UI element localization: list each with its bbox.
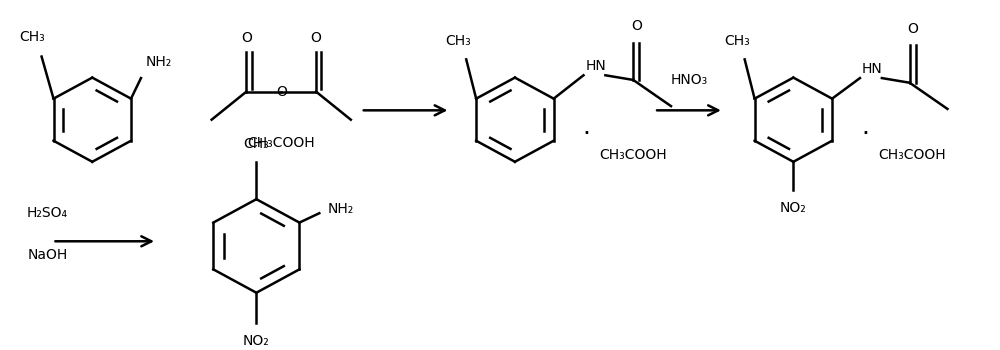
Text: NaOH: NaOH [27, 248, 68, 262]
Text: CH₃COOH: CH₃COOH [599, 148, 667, 162]
Text: NH₂: NH₂ [327, 203, 354, 217]
Text: CH₃: CH₃ [445, 34, 471, 48]
Text: H₂SO₄: H₂SO₄ [27, 206, 68, 220]
Text: CH₃COOH: CH₃COOH [878, 148, 946, 162]
Text: O: O [631, 19, 642, 33]
Text: HNO₃: HNO₃ [670, 73, 708, 87]
Text: NO₂: NO₂ [780, 201, 807, 215]
Text: O: O [311, 31, 321, 45]
Text: O: O [276, 85, 287, 99]
Text: ·: · [583, 122, 591, 146]
Text: CH₃: CH₃ [724, 34, 750, 48]
Text: ·: · [861, 122, 869, 146]
Text: NO₂: NO₂ [243, 334, 270, 348]
Text: CH₃: CH₃ [243, 136, 269, 150]
Text: CH₃: CH₃ [19, 30, 45, 44]
Text: HN: HN [862, 62, 883, 76]
Text: HN: HN [585, 60, 606, 74]
Text: NH₂: NH₂ [146, 55, 172, 69]
Text: O: O [907, 22, 918, 36]
Text: CH₃COOH: CH₃COOH [247, 136, 315, 150]
Text: O: O [241, 31, 252, 45]
